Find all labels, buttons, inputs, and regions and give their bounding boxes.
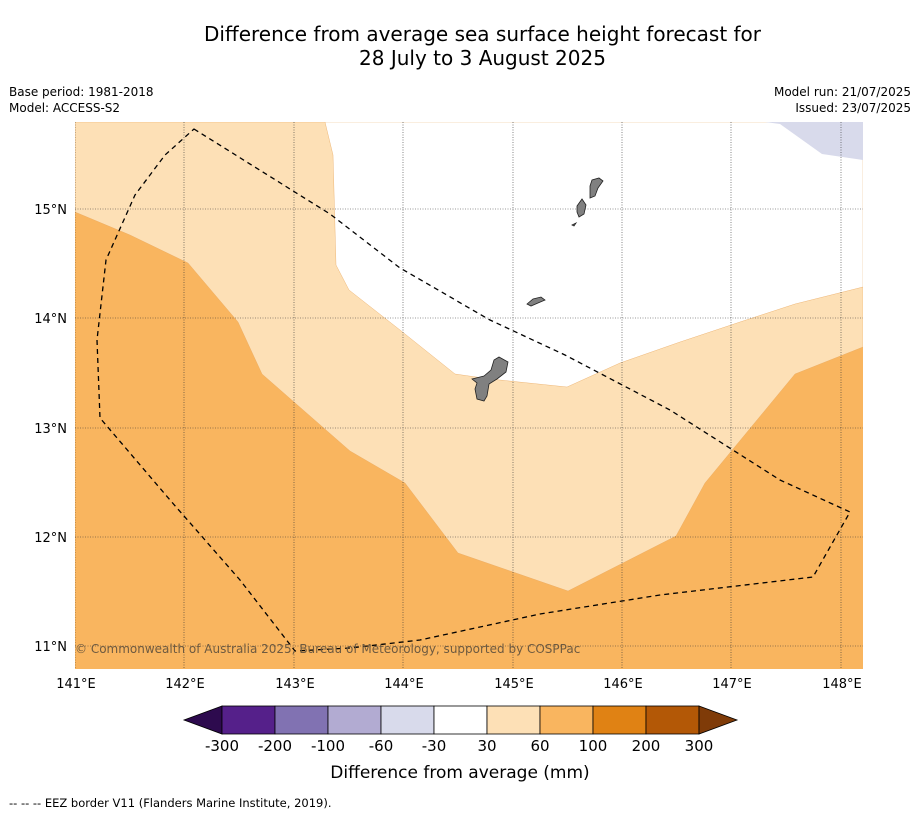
- colorbar-swatch: [539, 705, 594, 735]
- model-run: Model run: 21/07/2025: [773, 85, 911, 99]
- colorbar-swatch: [221, 705, 276, 735]
- colorbar-swatch: [592, 705, 647, 735]
- lon-tick-label: 144°E: [384, 677, 424, 692]
- lon-tick-label: 145°E: [494, 677, 534, 692]
- lat-tick-label: 14°N: [34, 312, 67, 327]
- colorbar-tick-label: -60: [369, 737, 394, 755]
- lon-tick-label: 146°E: [603, 677, 643, 692]
- lon-tick-label: 143°E: [275, 677, 315, 692]
- lat-tick-label: 15°N: [34, 203, 67, 218]
- eez-legend-note: -- -- -- EEZ border V11 (Flanders Marine…: [9, 796, 332, 810]
- lat-tick-label: 13°N: [34, 422, 67, 437]
- gridlines: [75, 122, 863, 669]
- title-line-2: 28 July to 3 August 2025: [359, 46, 606, 70]
- colorbar-tick-label: -100: [311, 737, 345, 755]
- title-line-1: Difference from average sea surface heig…: [203, 22, 762, 46]
- model-name: Model: ACCESS-S2: [9, 101, 121, 115]
- colorbar-title: Difference from average (mm): [330, 763, 589, 783]
- colorbar-extend-low: [182, 705, 223, 735]
- anomaly-near-zero-region: [324, 122, 863, 388]
- lon-tick-label: 142°E: [165, 677, 205, 692]
- colorbar-labels: -300 -200 -100 -60 -30 30 60 100 200 300: [205, 737, 713, 755]
- island-saipan: [589, 177, 604, 199]
- colorbar-tick-label: -300: [205, 737, 239, 755]
- base-period: Base period: 1981-2018: [9, 85, 154, 99]
- issued-date: Issued: 23/07/2025: [795, 101, 911, 115]
- colorbar-tick-label: 30: [477, 737, 496, 755]
- meta-right: Model run: 21/07/2025 Issued: 23/07/2025: [774, 84, 911, 116]
- colorbar-swatch: [433, 705, 488, 735]
- colorbar-tick-label: 100: [579, 737, 608, 755]
- colorbar-swatch: [327, 705, 382, 735]
- colorbar-tick-label: 200: [632, 737, 661, 755]
- lon-tick-label: 141°E: [56, 677, 96, 692]
- island-guam: [471, 356, 509, 402]
- lat-tick-label: 12°N: [34, 531, 67, 546]
- island-tinian: [576, 198, 587, 218]
- copyright-text: © Commonwealth of Australia 2025, Bureau…: [75, 642, 580, 656]
- islands: [471, 177, 604, 402]
- lat-tick-label: 11°N: [34, 640, 67, 655]
- island-rota: [526, 296, 546, 307]
- colorbar-swatch: [274, 705, 329, 735]
- colorbar-swatch: [486, 705, 541, 735]
- lon-axis: 141°E 142°E 143°E 144°E 145°E 146°E 147°…: [56, 677, 862, 692]
- colorbar-tick-label: -30: [422, 737, 447, 755]
- colorbar-tick-label: -200: [258, 737, 292, 755]
- colorbar-swatch: [645, 705, 700, 735]
- lon-tick-label: 148°E: [822, 677, 862, 692]
- map-title: Difference from average sea surface heig…: [0, 22, 919, 70]
- colorbar-tick-label: 300: [685, 737, 714, 755]
- colorbar-tick-label: 60: [530, 737, 549, 755]
- anomaly-neg30-neg60-region: [765, 122, 863, 160]
- lat-axis: 15°N 14°N 13°N 12°N 11°N: [34, 203, 67, 655]
- eez-border: [96, 128, 851, 652]
- lon-tick-label: 147°E: [712, 677, 752, 692]
- colorbar: [182, 705, 739, 735]
- island-aguijan: [571, 221, 578, 227]
- meta-left: Base period: 1981-2018 Model: ACCESS-S2: [9, 84, 154, 116]
- colorbar-swatch: [380, 705, 435, 735]
- colorbar-extend-high: [698, 705, 739, 735]
- map-area: © Commonwealth of Australia 2025, Bureau…: [75, 122, 863, 669]
